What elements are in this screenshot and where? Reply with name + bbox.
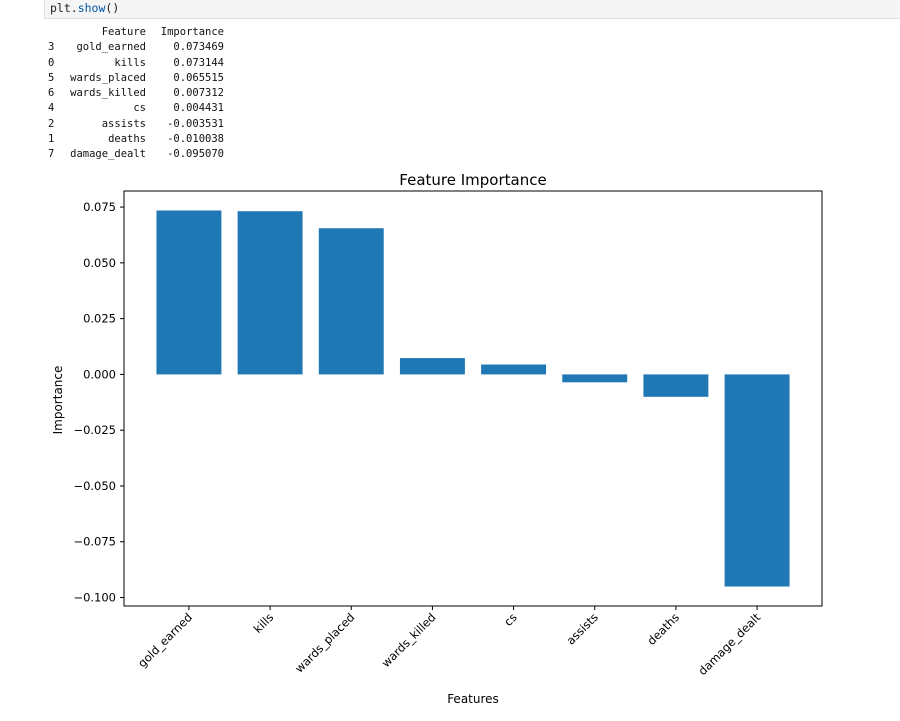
row-index: 5 bbox=[48, 71, 55, 84]
table-row: 3 gold_earned 0.073469 bbox=[48, 40, 224, 55]
y-tick-label: 0.075 bbox=[83, 200, 116, 214]
index-header bbox=[48, 25, 68, 40]
importance-header: Importance bbox=[160, 26, 224, 38]
feature-header: Feature bbox=[101, 26, 146, 38]
bars-layer bbox=[156, 210, 790, 587]
table-row: 2 assists -0.003531 bbox=[48, 117, 224, 132]
row-importance: 0.007312 bbox=[173, 87, 224, 100]
row-importance: 0.065515 bbox=[173, 71, 224, 84]
code-function: show bbox=[77, 1, 106, 15]
bar-wards-killed bbox=[399, 358, 465, 375]
bar-cs bbox=[481, 364, 547, 375]
bar-damage-dealt bbox=[724, 374, 790, 587]
x-axis-label: Features bbox=[447, 692, 499, 706]
y-tick-label: 0.000 bbox=[83, 367, 116, 381]
y-tick-label: −0.100 bbox=[73, 591, 116, 605]
bar-chart: 0.075 0.050 0.025 0.000 −0.025 −0.050 −0.075 −0… bbox=[51, 171, 823, 706]
table-row: 4 cs 0.004431 bbox=[48, 101, 224, 116]
row-feature: deaths bbox=[108, 133, 146, 146]
table-row: 5 wards_placed 0.065515 bbox=[48, 71, 224, 86]
table-row: 1 deaths -0.010038 bbox=[48, 132, 224, 147]
bar-kills bbox=[237, 211, 303, 375]
row-importance: 0.073469 bbox=[173, 41, 224, 54]
row-importance: 0.004431 bbox=[173, 102, 224, 115]
row-importance: -0.095070 bbox=[167, 148, 224, 161]
row-feature: wards_killed bbox=[70, 87, 146, 100]
row-index: 6 bbox=[48, 87, 55, 100]
row-index: 0 bbox=[48, 56, 55, 69]
x-tick-label: kills bbox=[251, 610, 277, 636]
bar-gold-earned bbox=[156, 210, 222, 375]
bar-assists bbox=[562, 374, 628, 383]
y-tick-label: −0.025 bbox=[73, 423, 116, 437]
x-tick-label: gold_earned bbox=[135, 610, 195, 670]
code-object: plt. bbox=[50, 1, 78, 15]
row-feature: assists bbox=[101, 117, 146, 130]
x-tick-label: wards_killed bbox=[379, 610, 439, 670]
y-tick-label: 0.025 bbox=[83, 312, 116, 326]
code-parens: () bbox=[105, 1, 120, 15]
bar-wards-placed bbox=[318, 228, 384, 375]
x-tick-label: cs bbox=[501, 610, 520, 629]
row-feature: cs bbox=[133, 102, 146, 115]
row-importance: 0.073144 bbox=[173, 56, 224, 69]
x-tick-label: assists bbox=[564, 610, 601, 647]
row-index: 1 bbox=[48, 133, 55, 146]
row-feature: gold_earned bbox=[76, 41, 146, 54]
table-row: 6 wards_killed 0.007312 bbox=[48, 86, 224, 101]
row-importance: -0.010038 bbox=[167, 133, 224, 146]
axes-frame bbox=[123, 190, 823, 607]
bar-deaths bbox=[643, 374, 709, 397]
x-tick-label: deaths bbox=[644, 610, 682, 648]
row-index: 3 bbox=[48, 41, 55, 54]
x-axis-ticks: gold_earned kills wards_placed wards_killed… bbox=[135, 606, 764, 678]
y-axis-label: Importance bbox=[51, 366, 65, 435]
row-feature: kills bbox=[114, 56, 146, 69]
x-tick-label: wards_placed bbox=[292, 610, 357, 675]
x-tick-label: damage_dealt bbox=[695, 610, 763, 678]
y-tick-label: 0.050 bbox=[83, 256, 116, 270]
code-cell[interactable]: plt.show() bbox=[44, 0, 900, 19]
y-tick-label: −0.075 bbox=[73, 535, 116, 549]
code-line[interactable]: plt.show() bbox=[50, 1, 119, 15]
table-header-row: Feature Importance bbox=[48, 25, 224, 40]
row-importance: -0.003531 bbox=[167, 117, 224, 130]
chart-figure: 0.075 0.050 0.025 0.000 −0.025 −0.050 −0.075 −0… bbox=[0, 160, 900, 717]
table-row: 0 kills 0.073144 bbox=[48, 56, 224, 71]
y-tick-label: −0.050 bbox=[73, 479, 116, 493]
row-feature: damage_dealt bbox=[70, 148, 146, 161]
y-axis-ticks: 0.075 0.050 0.025 0.000 −0.025 −0.050 −0.075 −0… bbox=[73, 200, 124, 605]
output-dataframe: Feature Importance 3 gold_earned 0.073469 0… bbox=[48, 25, 224, 163]
row-feature: wards_placed bbox=[70, 71, 146, 84]
row-index: 7 bbox=[48, 148, 55, 161]
table-row: 7 damage_dealt -0.095070 bbox=[48, 147, 224, 162]
chart-title: Feature Importance bbox=[399, 171, 546, 189]
row-index: 2 bbox=[48, 117, 55, 130]
row-index: 4 bbox=[48, 102, 55, 115]
